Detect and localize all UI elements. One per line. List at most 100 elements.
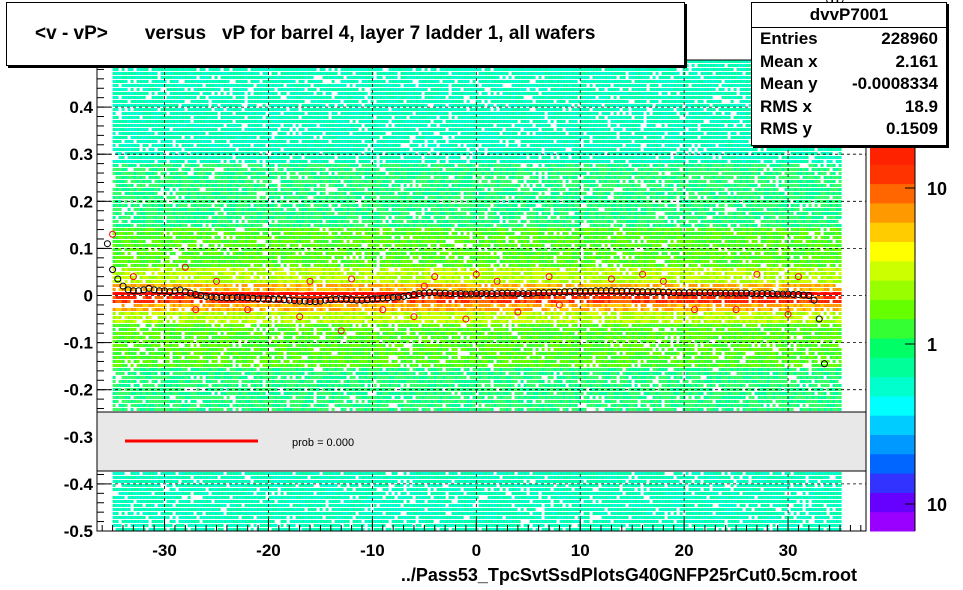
profile-point xyxy=(784,290,792,298)
outlier-point xyxy=(420,282,428,290)
y-tick-label: -0.4 xyxy=(64,475,94,494)
palette-bin xyxy=(870,145,915,165)
profile-point xyxy=(301,297,309,305)
outlier-point xyxy=(348,275,356,283)
stats-value: 18.9 xyxy=(905,96,938,119)
profile-point xyxy=(566,288,574,296)
y-tick-label: -0.1 xyxy=(64,334,93,353)
profile-point xyxy=(166,288,174,296)
profile-point xyxy=(145,284,153,292)
profile-point xyxy=(228,294,236,302)
profile-point xyxy=(348,296,356,304)
profile-point xyxy=(587,287,595,295)
palette-bin xyxy=(870,434,915,455)
y-tick-label: 0.2 xyxy=(69,192,93,211)
profile-point xyxy=(426,289,434,297)
y-tick-label: 0 xyxy=(84,287,93,306)
chart-title-box: <v - vP> versus vP for barrel 4, layer 7… xyxy=(6,2,685,66)
profile-point xyxy=(576,287,584,295)
profile-point xyxy=(732,289,740,297)
profile-point xyxy=(129,287,137,295)
profile-point xyxy=(493,290,501,298)
outlier-point xyxy=(753,270,761,278)
profile-point xyxy=(665,288,673,296)
profile-point xyxy=(109,266,117,274)
profile-point xyxy=(654,288,662,296)
outlier-point xyxy=(337,327,345,335)
profile-point xyxy=(659,288,667,296)
profile-point xyxy=(379,294,387,302)
profile-point xyxy=(618,287,626,295)
profile-point xyxy=(628,287,636,295)
profile-point xyxy=(254,295,262,303)
profile-point xyxy=(685,289,693,297)
x-tick-label: 30 xyxy=(779,541,798,560)
profile-point xyxy=(639,288,647,296)
profile-point xyxy=(249,294,257,302)
profile-point xyxy=(244,294,252,302)
stats-value: 2.161 xyxy=(895,51,938,74)
profile-point xyxy=(296,297,304,305)
profile-point xyxy=(810,296,818,304)
profile-point xyxy=(337,295,345,303)
profile-point xyxy=(441,289,449,297)
stats-row-rms-y: RMS y 0.1509 xyxy=(752,118,946,141)
palette-bin xyxy=(870,395,915,416)
outlier-point xyxy=(607,275,615,283)
palette-bin xyxy=(870,473,915,493)
profile-point xyxy=(363,296,371,304)
palette-bin xyxy=(870,318,915,339)
profile-point xyxy=(332,295,340,303)
palette-bin xyxy=(870,222,915,242)
profile-point xyxy=(483,290,491,298)
profile-point xyxy=(275,295,283,303)
profile-point xyxy=(405,292,413,299)
profile-point xyxy=(181,288,189,296)
palette-bin xyxy=(870,202,915,223)
profile-point xyxy=(342,295,350,303)
profile-point xyxy=(701,289,709,297)
outlier-point xyxy=(691,306,699,314)
outlier-point xyxy=(659,277,667,285)
x-tick-label: 10 xyxy=(571,541,590,560)
profile-point xyxy=(436,289,444,297)
profile-point xyxy=(503,289,511,297)
profile-point xyxy=(431,289,439,297)
outlier-point xyxy=(784,310,792,318)
outlier-point xyxy=(181,263,189,271)
chart-title: <v - vP> versus vP for barrel 4, layer 7… xyxy=(7,23,595,45)
profile-point xyxy=(514,290,522,298)
stats-label: Mean y xyxy=(760,73,818,96)
stats-value: 0.1509 xyxy=(886,118,938,141)
outlier-point xyxy=(410,313,418,321)
palette-bin xyxy=(870,280,915,300)
profile-point xyxy=(696,289,704,297)
profile-point xyxy=(285,296,293,304)
outlier-point xyxy=(732,306,740,314)
stats-label: RMS y xyxy=(760,118,812,141)
profile-point xyxy=(779,290,787,298)
outlier-point xyxy=(244,306,252,314)
profile-point xyxy=(613,287,621,295)
palette-bin xyxy=(870,357,915,378)
y-tick-label: 0.3 xyxy=(69,145,93,164)
outlier-point xyxy=(213,277,221,285)
outlier-point xyxy=(639,270,647,278)
profile-point xyxy=(187,289,195,297)
outlier-point xyxy=(462,315,470,323)
stats-value: 228960 xyxy=(881,28,938,51)
profile-point xyxy=(758,290,766,298)
profile-point xyxy=(290,297,298,305)
profile-point xyxy=(748,290,756,298)
profile-point xyxy=(384,294,392,302)
profile-point xyxy=(763,290,771,298)
outlier-point xyxy=(306,277,314,285)
profile-point xyxy=(358,296,366,304)
profile-point xyxy=(192,291,200,299)
profile-point xyxy=(820,360,828,368)
profile-point xyxy=(238,293,246,301)
y-tick-label: -0.2 xyxy=(64,381,93,400)
profile-point xyxy=(706,289,714,297)
palette-bin xyxy=(870,511,915,532)
stats-value: -0.0008334 xyxy=(852,73,938,96)
